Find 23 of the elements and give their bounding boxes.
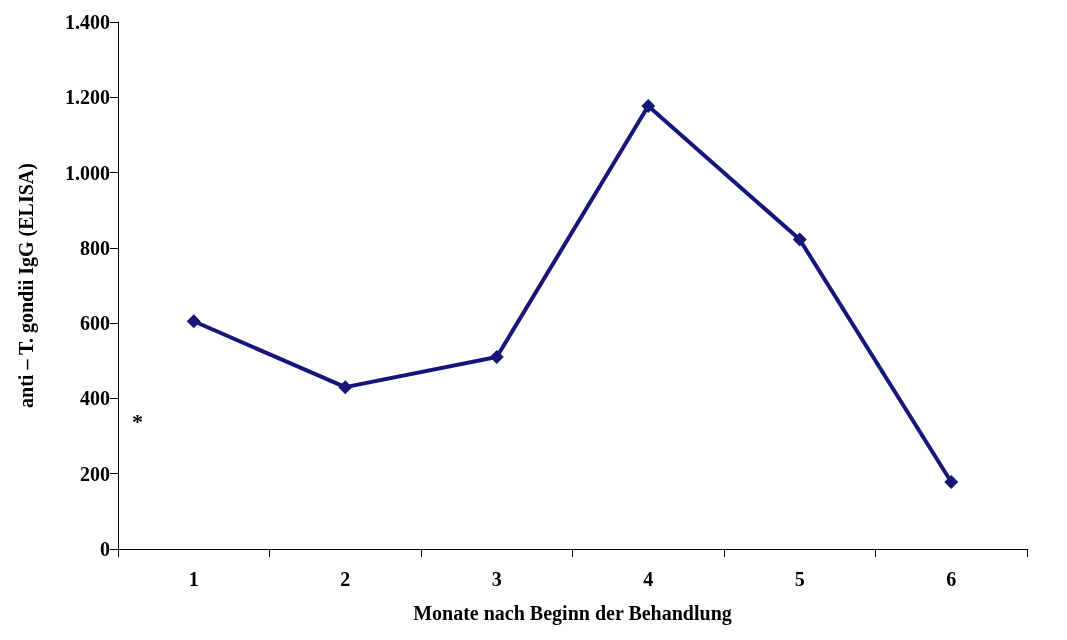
- x-tick-label: 4: [643, 568, 654, 590]
- point: [338, 380, 353, 395]
- x-axis-title: Monate nach Beginn der Behandlung: [413, 602, 732, 625]
- x-tick-label: 3: [491, 568, 502, 590]
- y-tick-label: 1.400: [65, 11, 110, 33]
- y-tick-label: 0: [100, 538, 110, 560]
- y-tick-label: 1.000: [65, 161, 110, 184]
- x-tick-label: 6: [946, 568, 957, 590]
- point: [641, 98, 656, 113]
- annotation: *: [132, 408, 143, 434]
- point: [186, 314, 201, 329]
- point: [944, 475, 959, 489]
- x-tick-label: 1: [188, 568, 199, 590]
- y-tick-label: 600: [80, 312, 110, 335]
- x-tick-label: 5: [794, 568, 805, 590]
- y-tick-label: 200: [80, 462, 110, 485]
- y-axis-title: anti – T. gondii IgG (ELISA): [15, 163, 38, 408]
- y-tick-label: 400: [80, 387, 110, 410]
- point: [792, 232, 807, 247]
- y-tick-label: 800: [80, 236, 110, 259]
- point: [489, 350, 504, 365]
- x-tick-label: 2: [340, 568, 351, 590]
- y-tick-label: 1.200: [65, 86, 110, 109]
